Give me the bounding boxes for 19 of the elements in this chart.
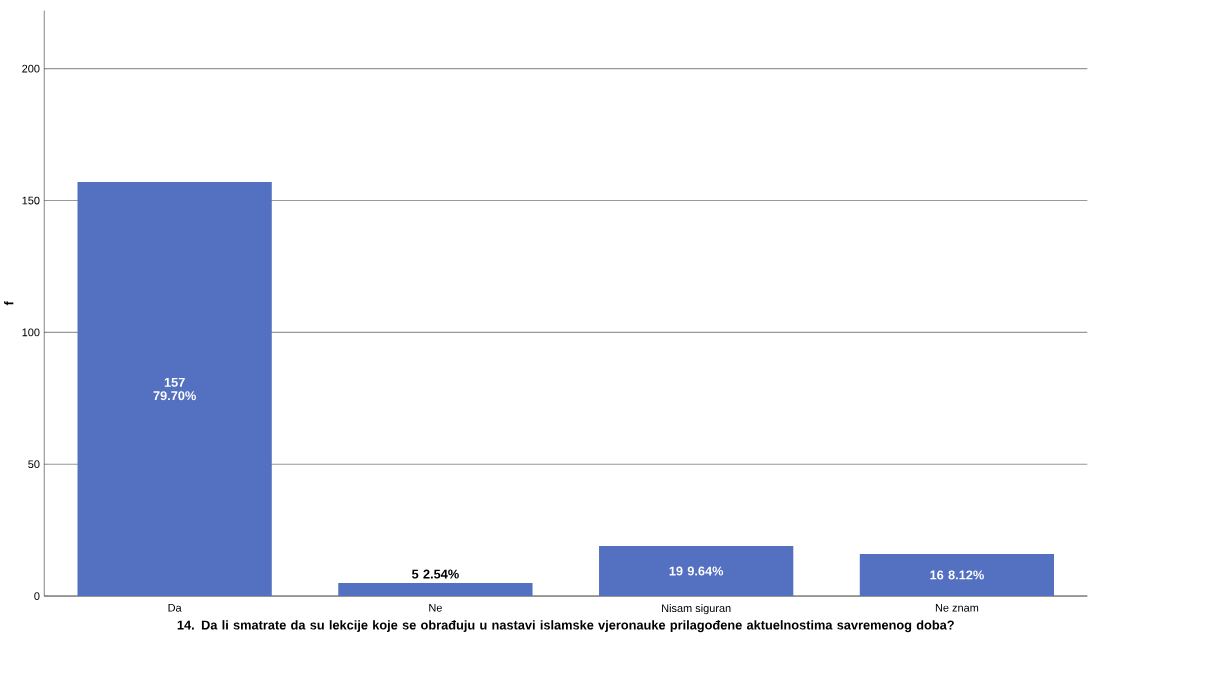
data-label: 16 8.12%	[930, 570, 984, 580]
x-tick-label: Da	[168, 603, 182, 612]
y-axis-title: f	[4, 301, 14, 306]
y-tick-label: 200	[22, 64, 40, 73]
x-tick-label: Ne znam	[935, 603, 979, 612]
y-tick-label: 0	[34, 592, 40, 600]
bar	[77, 181, 272, 596]
y-tick-label: 100	[22, 328, 40, 337]
bar	[859, 553, 1055, 596]
bar	[599, 545, 794, 596]
y-tick-label: 50	[28, 460, 40, 468]
x-tick-label: Ne	[429, 603, 442, 612]
data-label: 157 79.70%	[153, 377, 196, 401]
bar	[338, 582, 533, 596]
y-tick-label: 150	[22, 196, 40, 205]
data-label: 19 9.64%	[669, 566, 724, 576]
x-tick-label: Nisam siguran	[662, 603, 731, 615]
x-axis-title: 14. Da li smatrate da su lekcije koje se obrađuju u nastavi islamske vjeronauke prilagođene aktuelnostima savremenog doba?	[177, 620, 954, 632]
data-label: 5 2.54%	[412, 569, 459, 579]
